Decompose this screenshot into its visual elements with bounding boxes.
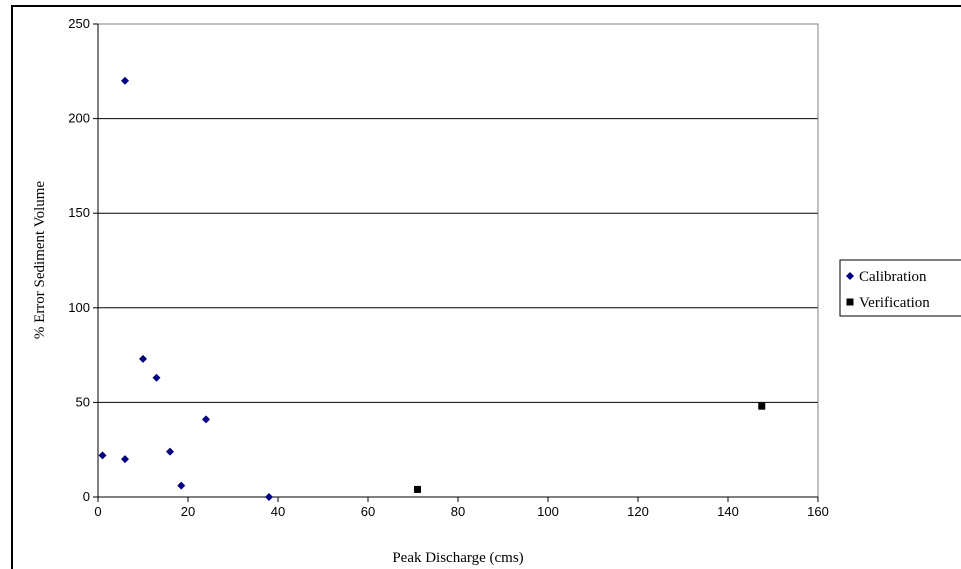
calibration-point (265, 493, 273, 501)
x-tick-label: 120 (627, 504, 649, 519)
y-tick-label: 150 (68, 205, 90, 220)
calibration-point (152, 373, 161, 382)
x-tick-label: 20 (181, 504, 195, 519)
calibration-legend-marker (846, 272, 854, 280)
x-tick-label: 80 (451, 504, 465, 519)
calibration-point (139, 354, 147, 363)
y-tick-label: 0 (83, 489, 90, 504)
axes (93, 23, 819, 502)
plot-area (97, 23, 819, 498)
x-tick-label: 0 (94, 504, 101, 519)
y-tick-label: 100 (68, 300, 90, 315)
calibration-point (98, 451, 107, 460)
legend: Calibration Verification (839, 259, 961, 317)
calibration-legend-label: Calibration (859, 269, 927, 285)
calibration-point (121, 76, 129, 85)
calibration-point (202, 415, 210, 424)
calibration-point (177, 481, 186, 490)
x-tick-label: 160 (807, 504, 829, 519)
verification-legend-marker (846, 298, 854, 306)
legend-box (839, 259, 961, 317)
x-tick-label: 40 (271, 504, 285, 519)
chart-frame (11, 5, 961, 569)
x-tick-label: 100 (537, 504, 559, 519)
calibration-point (166, 447, 174, 456)
calibration-point (121, 455, 129, 464)
x-tick-label: 140 (717, 504, 739, 519)
x-tick-label: 60 (361, 504, 375, 519)
y-tick-label: 250 (68, 16, 90, 31)
y-tick-label: 50 (76, 394, 90, 409)
gridlines (98, 23, 818, 403)
tick-labels: 0 50 100 150 200 250 0 20 40 60 80 100 120 140 160 (68, 16, 829, 519)
verification-point (414, 485, 421, 493)
verification-legend-label: Verification (859, 295, 930, 311)
x-axis-title: Peak Discharge (cms) (392, 550, 523, 566)
y-tick-label: 200 (68, 111, 90, 126)
y-axis-title: % Error Sediment Volume (32, 181, 48, 340)
data-points (98, 76, 766, 501)
verification-point (758, 402, 766, 410)
